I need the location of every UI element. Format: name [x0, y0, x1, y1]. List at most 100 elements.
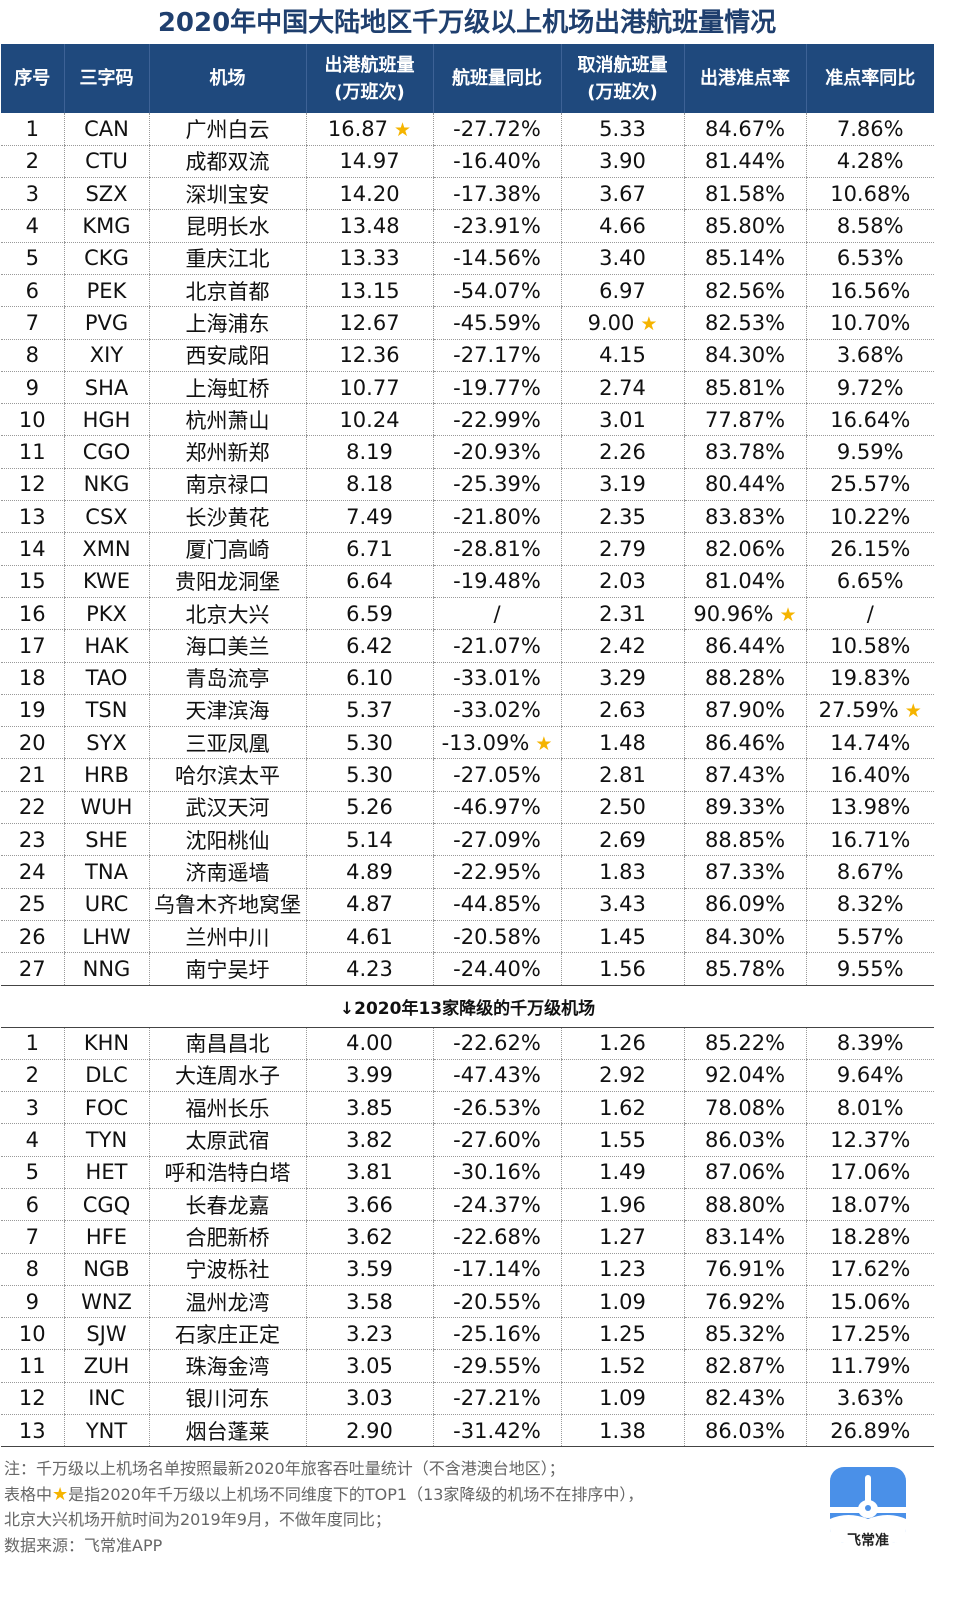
cell-text: 海口美兰 [185, 634, 270, 659]
cell-text: -24.40% [453, 956, 541, 981]
table-cell: 10 [1, 1317, 64, 1351]
table-cell: 17.06% [805, 1156, 934, 1190]
table-cell: 5 [1, 242, 64, 275]
column-header: 序号 [1, 44, 64, 113]
cell-text: 4.66 [599, 214, 646, 239]
cell-text: 9.64% [836, 1063, 904, 1088]
cell-text: 6.71 [346, 537, 393, 561]
table-cell: 2.79 [560, 532, 684, 566]
table-cell: 77.87% [683, 403, 806, 437]
cell-text: -25.39% [453, 472, 541, 497]
table-row: 8 XIY 西安咸阳 12.36 -27.17% 4.15 84.30% 3.68% [1, 339, 934, 372]
cell-text: 合肥新桥 [185, 1225, 270, 1250]
table-cell: 3.63% [805, 1382, 934, 1416]
cell-text: 5.30 [346, 730, 393, 755]
table-cell: SYX [63, 726, 149, 760]
cell-text: 90.96% [693, 601, 774, 626]
cell-text: 3.82 [346, 1128, 393, 1153]
cell-text: 武汉天河 [185, 796, 270, 821]
cell-text: -27.17% [453, 343, 541, 368]
cell-text: 5 [25, 246, 39, 271]
cell-text: 82.87% [704, 1354, 786, 1379]
table-cell: 83.78% [683, 435, 806, 469]
cell-text: 9.59% [836, 440, 904, 465]
table-cell: 珠海金湾 [148, 1349, 306, 1383]
cell-text: 6.97 [599, 278, 646, 303]
table-cell: -27.09% [432, 823, 561, 857]
table-cell: 13 [1, 1414, 64, 1448]
cell-text: WNZ [81, 1289, 132, 1314]
cell-text: 上海虹桥 [185, 376, 270, 401]
table-cell: 25 [1, 888, 64, 921]
table-cell: 21 [1, 758, 64, 792]
cell-text: 1.52 [599, 1354, 646, 1379]
table-cell: 8.19 [305, 435, 433, 469]
table-cell: 78.08% [683, 1091, 806, 1125]
cell-text: 兰州中川 [185, 925, 270, 950]
cell-text: 6 [25, 1192, 39, 1217]
table-cell: 13.98% [805, 791, 934, 825]
table-row: 3 SZX 深圳宝安 14.20 -17.38% 3.67 81.58% 10.68% [1, 177, 934, 211]
table-row: 3 FOC 福州长乐 3.85 -26.53% 1.62 78.08% 8.01% [1, 1091, 934, 1125]
table-cell: 6.42 [305, 629, 433, 663]
table-row: 17 HAK 海口美兰 6.42 -21.07% 2.42 86.44% 10.58% [1, 629, 934, 663]
table-cell: -47.43% [432, 1059, 561, 1093]
table-cell: LHW [63, 920, 149, 954]
cell-text: 1.23 [599, 1257, 646, 1282]
cell-text: 24 [18, 859, 46, 884]
table-cell: -22.62% [432, 1027, 561, 1060]
cell-text: 长沙黄花 [185, 505, 270, 530]
cell-text: 深圳宝安 [185, 182, 270, 207]
section-label: ↓2020年13家降级的千万级机场 [1, 984, 934, 1028]
table-row: 15 KWE 贵阳龙洞堡 6.64 -19.48% 2.03 81.04% 6.65% [1, 565, 934, 598]
notes: 注：千万级以上机场名单按照最新2020年旅客吞吐量统计（不含港澳台地区）； 表格… [4, 1456, 643, 1558]
table-cell: 7.49 [305, 500, 433, 534]
table-cell: 4.61 [305, 920, 433, 954]
cell-text: YNT [85, 1418, 128, 1443]
table-cell: 7 [1, 306, 64, 340]
table-cell: 14.20 [305, 177, 433, 211]
cell-text: 1.45 [599, 924, 646, 949]
cell-text: 88.85% [704, 827, 786, 852]
table-cell: -22.95% [432, 855, 561, 889]
cell-text: 烟台蓬莱 [185, 1419, 270, 1444]
table-row: 13 CSX 长沙黄花 7.49 -21.80% 2.35 83.83% 10.22% [1, 500, 934, 534]
cell-text: 3.66 [346, 1192, 393, 1217]
table-cell: 87.43% [683, 758, 806, 792]
header-text: 准点率同比 [825, 68, 916, 89]
table-cell: 17.25% [805, 1317, 934, 1351]
table-cell: 9.00 ★ [560, 306, 684, 340]
table-cell: 3 [1, 177, 64, 211]
table-cell: -24.40% [432, 952, 561, 986]
table-cell: 2.63 [560, 694, 684, 728]
cell-text: CGO [82, 440, 131, 465]
table-cell: 12.36 [305, 339, 433, 372]
table-cell: CGO [63, 435, 149, 469]
table-cell: 2.31 [560, 597, 684, 631]
table-cell: HRB [63, 758, 149, 792]
table-cell: -24.37% [432, 1188, 561, 1222]
table-cell: 1.62 [560, 1091, 684, 1125]
table-cell: CAN [63, 113, 149, 146]
header-text: (万班次) [334, 81, 405, 103]
table-row: 12 NKG 南京禄口 8.18 -25.39% 3.19 80.44% 25.57% [1, 468, 934, 502]
table-cell: 5.57% [805, 920, 934, 954]
cell-text: 11.79% [830, 1354, 911, 1379]
table-cell: 2 [1, 1059, 64, 1093]
cell-text: 14.74% [830, 730, 911, 755]
cell-text: 3.85 [346, 1095, 393, 1120]
table-cell: 3.85 [305, 1091, 433, 1125]
table-cell: 14.74% [805, 726, 934, 760]
table-cell: 3.29 [560, 662, 684, 695]
cell-text: 3.01 [599, 407, 646, 432]
cell-text: 8.67% [836, 859, 904, 884]
table-cell: 海口美兰 [148, 629, 306, 663]
cell-text: 18 [18, 666, 46, 691]
table-cell: 8 [1, 339, 64, 372]
table-cell: 石家庄正定 [148, 1317, 306, 1351]
cell-text: URC [84, 892, 129, 917]
table-cell: 3.58 [305, 1285, 433, 1319]
table-cell: KMG [63, 209, 149, 243]
cell-text: -27.21% [453, 1386, 541, 1411]
table-cell: 6.97 [560, 274, 684, 308]
